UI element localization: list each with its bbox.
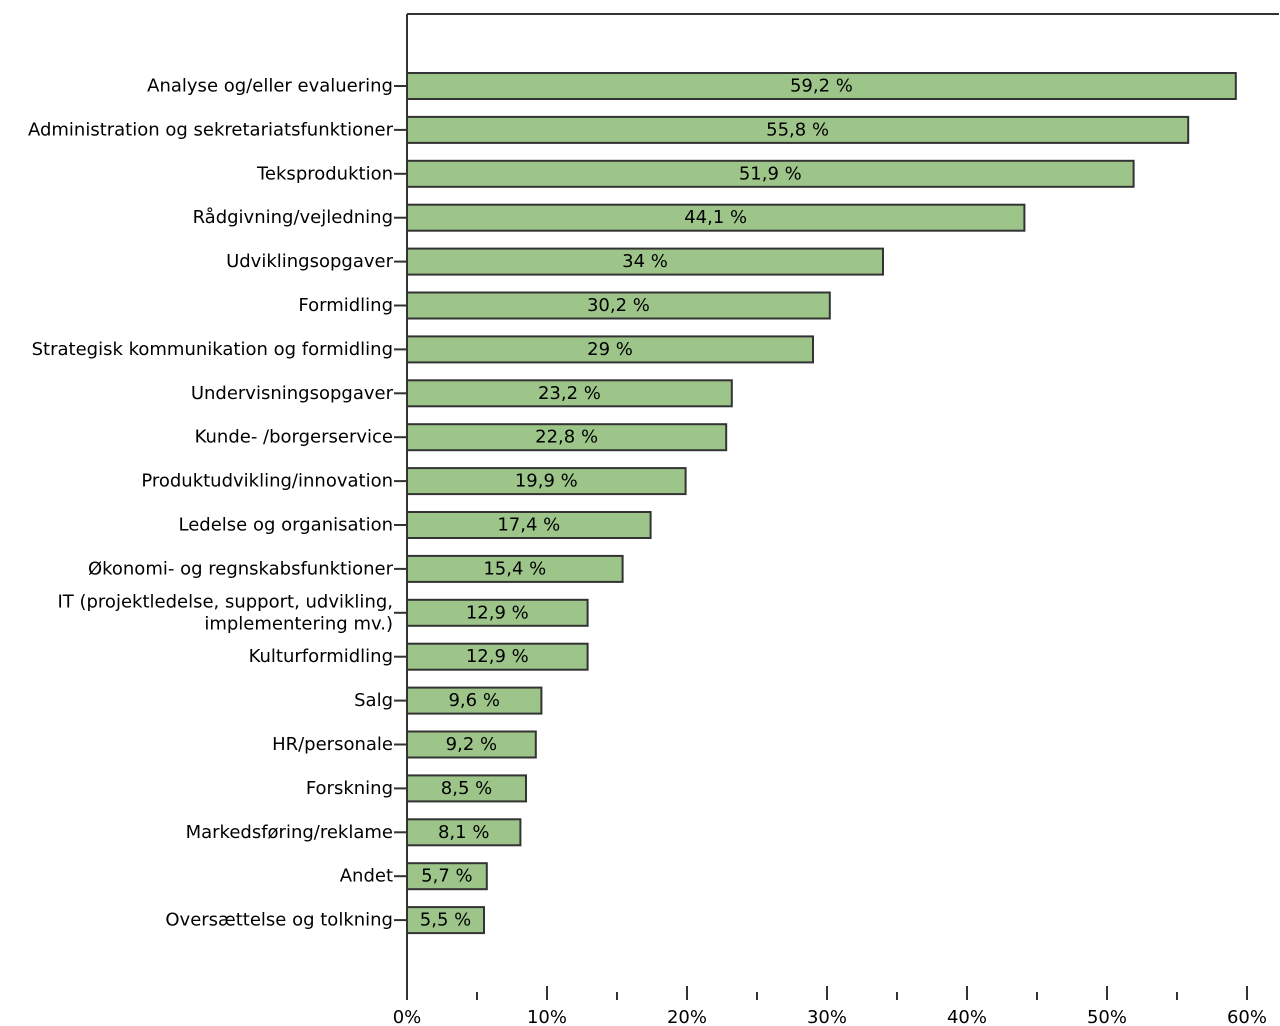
- data-label: 22,8 %: [535, 427, 598, 448]
- category-label: Produktudvikling/innovation: [141, 471, 393, 492]
- bar: [406, 291, 831, 320]
- bar: [406, 72, 1237, 100]
- category-label: Kunde- /borgerservice: [195, 427, 393, 448]
- bar: [406, 159, 1135, 188]
- x-tick-label: 30%: [807, 1007, 847, 1026]
- data-label: 15,4 %: [483, 558, 546, 579]
- x-tick-label: 50%: [1087, 1007, 1127, 1026]
- category-label: Salg: [354, 690, 393, 711]
- data-label: 44,1 %: [684, 207, 747, 228]
- bar: [406, 203, 1026, 232]
- x-tick-label: 60%: [1227, 1007, 1267, 1026]
- category-label: Formidling: [298, 295, 393, 316]
- bar: [406, 115, 1190, 144]
- data-label: 23,2 %: [538, 383, 601, 404]
- category-label: Økonomi- og regnskabsfunktioner: [88, 558, 394, 579]
- bar: [406, 511, 652, 539]
- bar: [406, 467, 687, 496]
- data-label: 29 %: [587, 339, 633, 360]
- bar: [406, 247, 884, 276]
- bar: [406, 554, 624, 583]
- data-label: 34 %: [622, 251, 668, 272]
- data-label: 8,1 %: [438, 822, 489, 843]
- data-label: 19,9 %: [515, 471, 578, 492]
- x-tick-label: 40%: [947, 1007, 987, 1026]
- data-label: 30,2 %: [587, 295, 650, 316]
- data-label: 51,9 %: [739, 163, 802, 184]
- bar: [406, 642, 589, 671]
- bar: [406, 906, 485, 935]
- data-label: 17,4 %: [497, 515, 560, 536]
- category-label: Oversættelse og tolkning: [165, 910, 393, 931]
- data-label: 5,5 %: [420, 910, 471, 931]
- category-label: Forskning: [306, 778, 393, 799]
- category-label: Administration og sekretariatsfunktioner: [28, 119, 394, 140]
- data-label: 55,8 %: [766, 119, 829, 140]
- bar: [406, 379, 733, 408]
- category-label: Teksproduktion: [256, 163, 393, 184]
- bar: [406, 686, 543, 715]
- data-label: 12,9 %: [466, 602, 529, 623]
- data-label: 12,9 %: [466, 646, 529, 667]
- x-tick-label: 0%: [393, 1007, 422, 1026]
- category-label: Andet: [340, 866, 393, 887]
- x-tick-label: 10%: [527, 1007, 567, 1026]
- x-tick-label: 20%: [667, 1007, 707, 1026]
- category-label: Strategisk kommunikation og formidling: [32, 339, 393, 360]
- chart-bars: [406, 72, 1237, 935]
- category-label: Undervisningsopgaver: [191, 383, 394, 404]
- category-label: Rådgivning/vejledning: [193, 207, 393, 228]
- bar: [406, 598, 589, 627]
- category-label: Analyse og/eller evaluering: [147, 76, 393, 97]
- bar: [406, 423, 728, 452]
- bar: [406, 730, 537, 759]
- data-label: 9,2 %: [446, 734, 497, 755]
- bar: [406, 862, 488, 891]
- bar: [406, 774, 527, 803]
- bar: [406, 335, 814, 364]
- category-label: IT (projektledelse, support, udvikling, i…: [57, 591, 393, 634]
- category-label: HR/personale: [272, 734, 393, 755]
- data-label: 5,7 %: [421, 866, 472, 887]
- category-label: Ledelse og organisation: [179, 515, 393, 536]
- category-label: Kulturformidling: [249, 646, 393, 667]
- data-label: 8,5 %: [441, 778, 492, 799]
- category-label: Markedsføring/reklame: [186, 822, 393, 843]
- category-label: Udviklingsopgaver: [226, 251, 394, 272]
- chart-labels: 0% 10% 20% 30% 40% 50% 60% Analyse og/eller eva…: [28, 76, 1267, 1026]
- bar: [406, 818, 522, 847]
- data-label: 9,6 %: [448, 690, 499, 711]
- data-label: 59,2 %: [790, 76, 853, 97]
